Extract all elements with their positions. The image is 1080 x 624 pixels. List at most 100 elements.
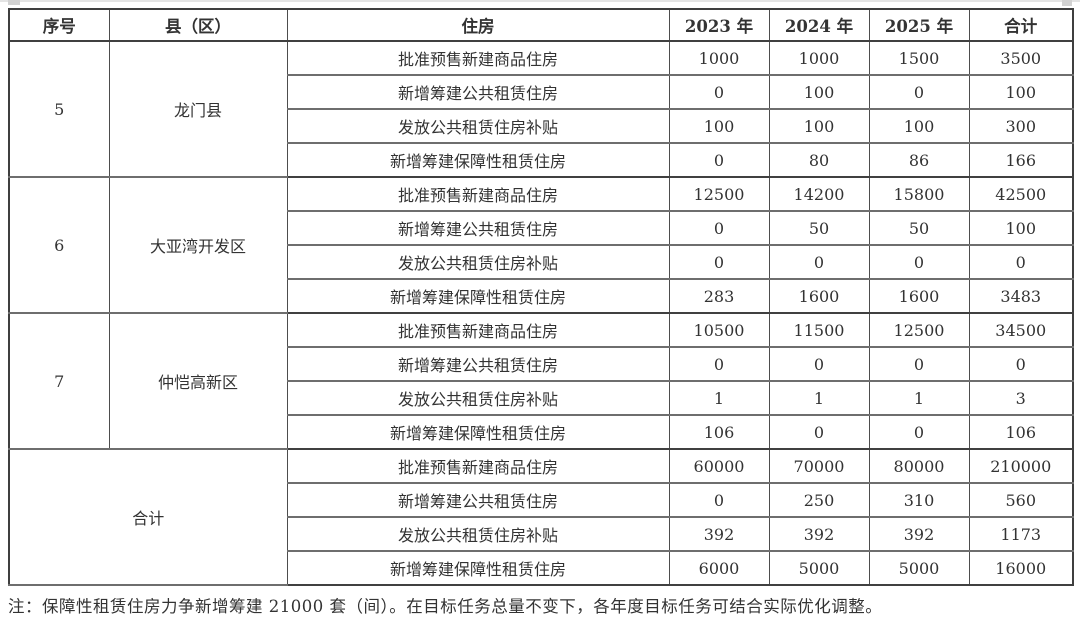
cell-label: 批准预售新建商品住房 (286, 449, 670, 484)
header-district: 县（区） (108, 9, 288, 42)
cell-value: 392 (868, 517, 970, 552)
table-row: 6 大亚湾开发区 批准预售新建商品住房 12500 14200 15800 42… (8, 177, 1074, 314)
cell-section-no: 6 (8, 177, 110, 314)
table-row: 发放公共租赁住房补贴 392 392 392 1173 (9, 517, 1074, 552)
cell-value: 166 (968, 143, 1074, 178)
cell-value: 0 (668, 211, 770, 246)
cell-value: 100 (868, 109, 970, 144)
cell-value: 0 (968, 347, 1074, 382)
cell-value: 86 (868, 143, 970, 178)
cell-value: 70000 (768, 449, 870, 484)
cell-value: 0 (668, 245, 770, 280)
cell-value: 0 (768, 347, 870, 382)
cell-value: 10500 (668, 313, 770, 348)
table-row: 新增筹建公共租赁住房 0 0 0 0 (9, 347, 1074, 382)
cell-value: 0 (668, 143, 770, 178)
cell-label: 新增筹建公共租赁住房 (286, 483, 670, 518)
cell-value: 100 (768, 75, 870, 110)
cell-district: 仲恺高新区 (108, 313, 288, 450)
header-total: 合计 (968, 9, 1074, 42)
table-row: 新增筹建保障性租赁住房 283 1600 1600 3483 (9, 279, 1074, 314)
cell-value: 16000 (968, 551, 1074, 586)
table-row: 发放公共租赁住房补贴 1 1 1 3 (9, 381, 1074, 416)
table-row: 新增筹建保障性租赁住房 6000 5000 5000 16000 (9, 551, 1074, 586)
cell-value: 0 (868, 245, 970, 280)
screen-edge-artifact (8, 0, 20, 5)
cell-label: 批准预售新建商品住房 (286, 313, 670, 348)
cell-value: 560 (968, 483, 1074, 518)
cell-value: 392 (668, 517, 770, 552)
housing-plan-table: 序号 县（区） 住房 2023 年 2024 年 2025 年 合计 5 龙门县… (8, 8, 1074, 586)
cell-value: 0 (968, 245, 1074, 280)
header-seq: 序号 (8, 9, 110, 42)
cell-label: 新增筹建公共租赁住房 (286, 75, 670, 110)
cell-value: 310 (868, 483, 970, 518)
cell-value: 60000 (668, 449, 770, 484)
cell-section-no: 5 (8, 41, 110, 178)
table-row: 7 仲恺高新区 批准预售新建商品住房 10500 11500 12500 345… (8, 313, 1074, 450)
table-row: 新增筹建公共租赁住房 0 100 0 100 (9, 75, 1074, 110)
cell-value: 1000 (768, 41, 870, 76)
cell-value: 210000 (968, 449, 1074, 484)
cell-value: 1 (668, 381, 770, 416)
header-2023: 2023 年 (668, 9, 770, 42)
cell-value: 100 (968, 75, 1074, 110)
cell-value: 3483 (968, 279, 1074, 314)
cell-label: 发放公共租赁住房补贴 (286, 517, 670, 552)
cell-value: 14200 (768, 177, 870, 212)
cell-value: 1173 (968, 517, 1074, 552)
cell-label: 新增筹建保障性租赁住房 (286, 551, 670, 586)
cell-section-no: 7 (8, 313, 110, 450)
cell-value: 100 (668, 109, 770, 144)
cell-label: 批准预售新建商品住房 (286, 41, 670, 76)
table-row: 5 龙门县 批准预售新建商品住房 1000 1000 1500 3500 (8, 41, 1074, 178)
cell-label: 发放公共租赁住房补贴 (286, 109, 670, 144)
cell-value: 3500 (968, 41, 1074, 76)
screen-edge-artifact (1062, 0, 1072, 6)
cell-value: 3 (968, 381, 1074, 416)
cell-value: 0 (868, 347, 970, 382)
cell-label: 发放公共租赁住房补贴 (286, 245, 670, 280)
cell-district: 龙门县 (108, 41, 288, 178)
footnote: 注：保障性租赁住房力争新增筹建 21000 套（间）。在目标任务总量不变下，各年… (8, 597, 883, 616)
cell-value: 12500 (868, 313, 970, 348)
table-row: 发放公共租赁住房补贴 0 0 0 0 (9, 245, 1074, 280)
cell-value: 0 (868, 415, 970, 450)
cell-district: 大亚湾开发区 (108, 177, 288, 314)
cell-value: 11500 (768, 313, 870, 348)
header-2025: 2025 年 (868, 9, 970, 42)
cell-value: 0 (868, 75, 970, 110)
screen-edge-artifact (0, 0, 1080, 2)
cell-value: 100 (968, 211, 1074, 246)
cell-value: 1000 (668, 41, 770, 76)
cell-value: 1 (868, 381, 970, 416)
cell-label: 批准预售新建商品住房 (286, 177, 670, 212)
cell-value: 6000 (668, 551, 770, 586)
cell-value: 0 (768, 245, 870, 280)
cell-value: 80 (768, 143, 870, 178)
table-row: 合计 批准预售新建商品住房 60000 70000 80000 210000 (8, 449, 1074, 586)
cell-value: 1500 (868, 41, 970, 76)
cell-value: 0 (768, 415, 870, 450)
cell-label: 新增筹建公共租赁住房 (286, 211, 670, 246)
cell-value: 12500 (668, 177, 770, 212)
cell-value: 0 (668, 75, 770, 110)
header-row: 序号 县（区） 住房 2023 年 2024 年 2025 年 合计 (8, 9, 1074, 42)
table-row: 新增筹建公共租赁住房 0 250 310 560 (9, 483, 1074, 518)
cell-label: 发放公共租赁住房补贴 (286, 381, 670, 416)
table-row: 新增筹建公共租赁住房 0 50 50 100 (9, 211, 1074, 246)
cell-value: 50 (768, 211, 870, 246)
cell-value: 1600 (868, 279, 970, 314)
cell-value: 42500 (968, 177, 1074, 212)
cell-value: 34500 (968, 313, 1074, 348)
cell-grand-total-label: 合计 (8, 449, 288, 586)
cell-label: 新增筹建公共租赁住房 (286, 347, 670, 382)
cell-value: 5000 (868, 551, 970, 586)
cell-value: 106 (968, 415, 1074, 450)
cell-value: 1 (768, 381, 870, 416)
cell-value: 0 (668, 347, 770, 382)
cell-label: 新增筹建保障性租赁住房 (286, 143, 670, 178)
cell-value: 15800 (868, 177, 970, 212)
cell-value: 100 (768, 109, 870, 144)
